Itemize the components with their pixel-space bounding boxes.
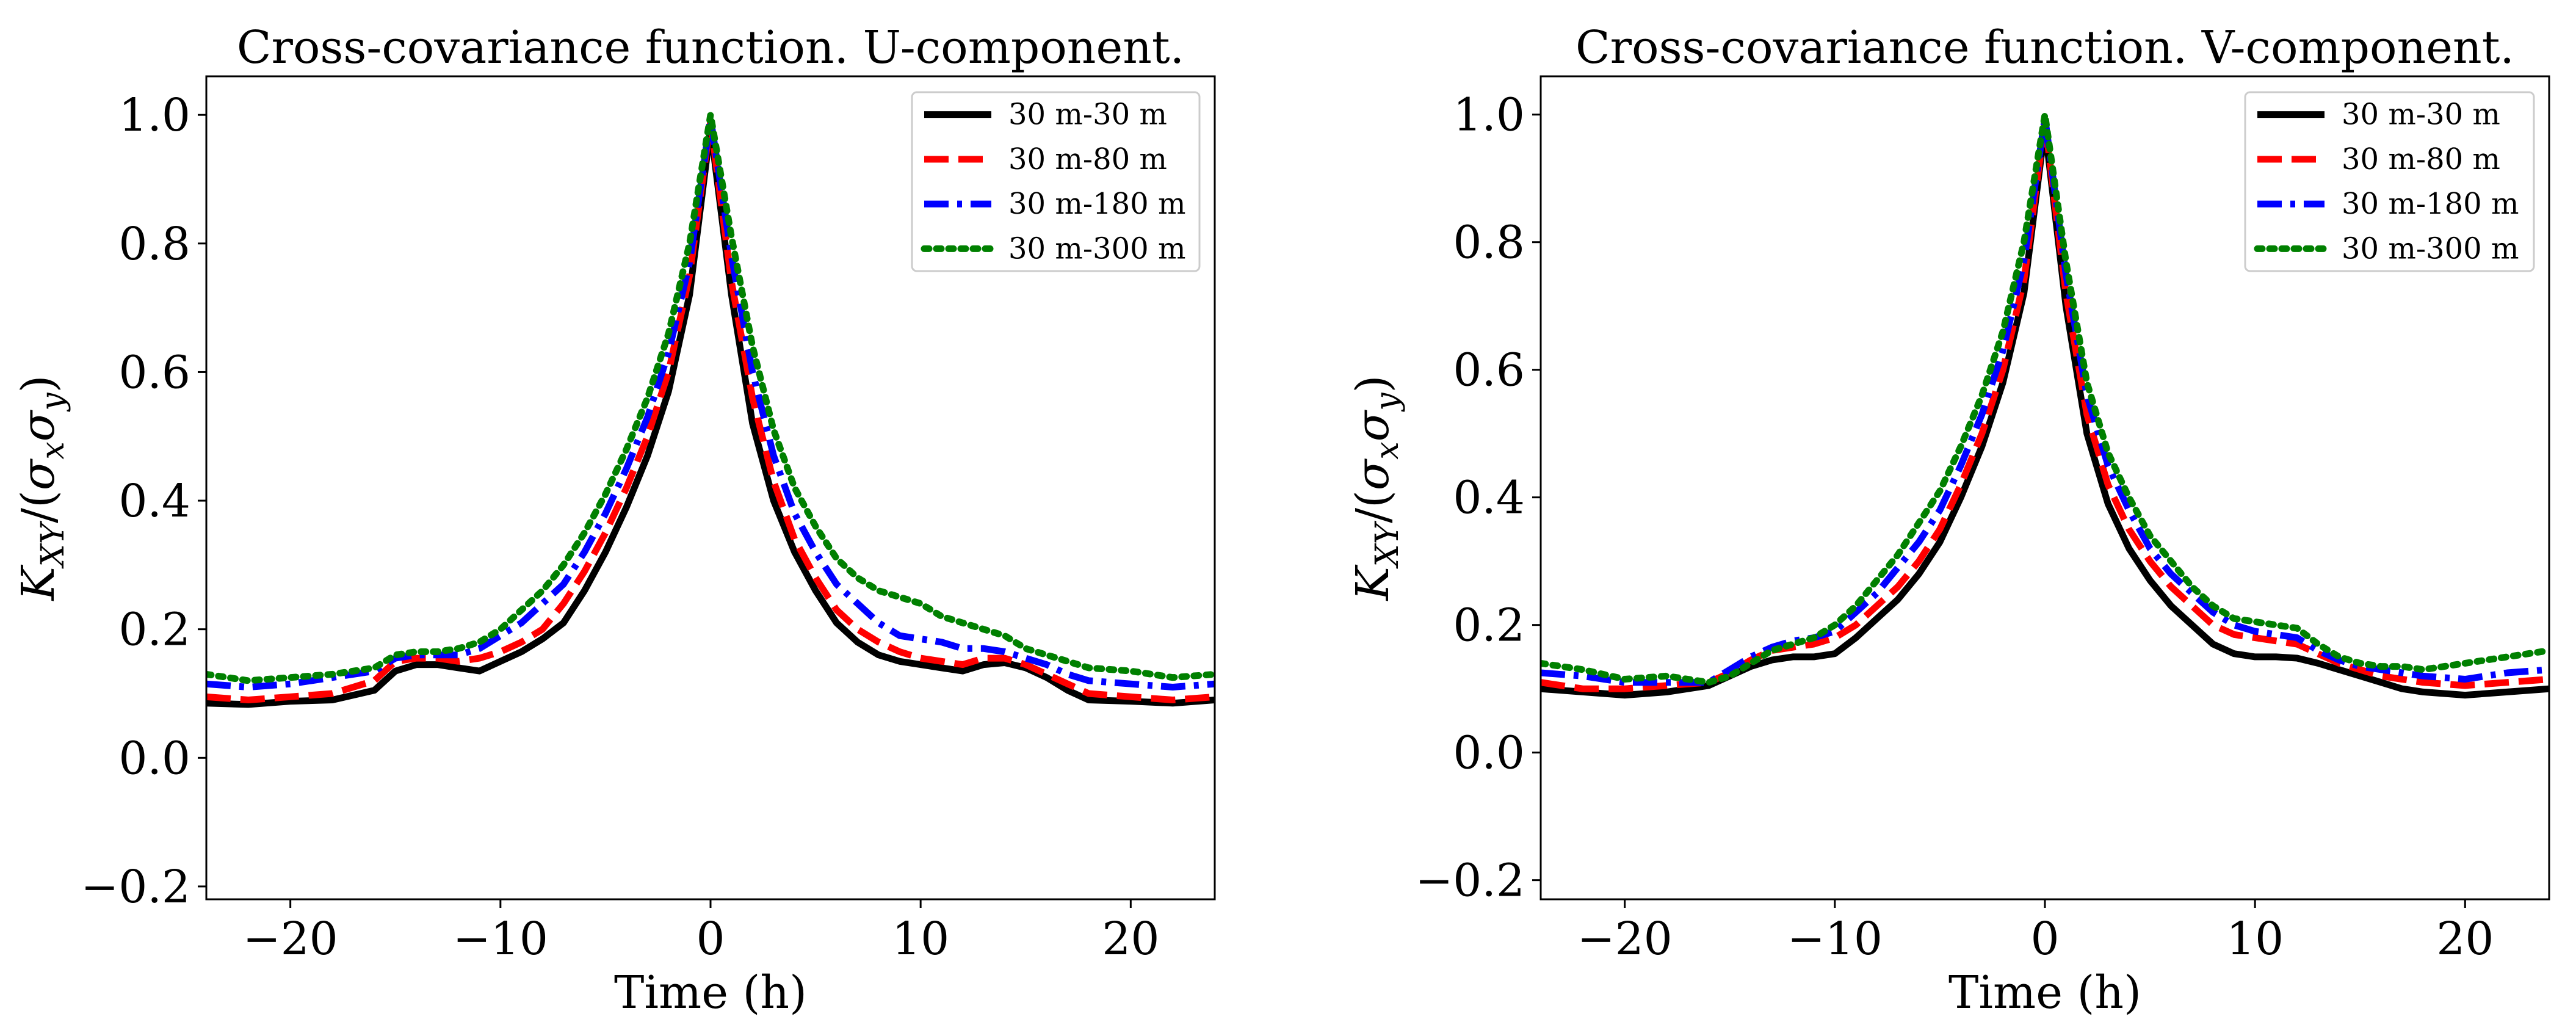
v-panel-y-tick-label: 0.2 (1453, 600, 1525, 652)
v-panel-legend-box (2244, 91, 2535, 272)
u-panel-series-30-m-30-m (206, 124, 1215, 708)
u-panel-legend: 30 m-30 m 30 m-80 m 30 m-180 m 30 m-300 m (911, 91, 1201, 272)
v-panel-title: Cross-covariance function. V-component. (1576, 21, 2514, 74)
v-panel-y-tick-label: −0.2 (1415, 855, 1525, 907)
v-panel-x-tick-label: −10 (1787, 913, 1883, 965)
u-panel-legend-label-30-m-180-m: 30 m-180 m (1008, 187, 1185, 221)
v-panel: Cross-covariance function. V-component. −… (1347, 21, 2550, 1019)
v-panel-x-axis-label: Time (h) (1948, 966, 2141, 1019)
v-panel-y-tick-label: 0.4 (1453, 472, 1525, 524)
u-panel-legend-label-30-m-30-m: 30 m-30 m (1008, 98, 1167, 132)
u-panel-y-tick-label: 0.0 (118, 732, 190, 785)
v-panel-y-axis-label: KXY/(σxσy) (1347, 375, 1406, 601)
u-panel-y-tick-label: 0.4 (118, 475, 190, 527)
u-panel-legend-label-30-m-300-m: 30 m-300 m (1008, 231, 1185, 266)
u-panel-legend-label-30-m-80-m: 30 m-80 m (1008, 142, 1167, 176)
u-panel-y-tick-label: 0.2 (118, 604, 190, 656)
u-panel-x-axis-label: Time (h) (614, 966, 807, 1019)
u-panel-x-tick-label: 20 (1102, 913, 1159, 965)
u-panel-x-tick-label: 0 (696, 913, 725, 965)
v-panel-y-tick-label: 0.8 (1453, 217, 1525, 269)
v-panel-y-tick-label: 0.6 (1453, 344, 1525, 397)
v-panel-x-tick-label: 0 (2030, 913, 2059, 965)
v-panel-x-tick-label: 10 (2226, 913, 2284, 965)
v-panel-y-tick-label: 0.0 (1453, 727, 1525, 780)
v-panel-legend-label-30-m-180-m: 30 m-180 m (2342, 187, 2519, 221)
u-panel-y-tick-label: 0.8 (118, 218, 190, 270)
u-panel-y-tick-label: 0.6 (118, 346, 190, 399)
v-panel-legend-label-30-m-80-m: 30 m-80 m (2342, 142, 2500, 176)
u-panel: Cross-covariance function. U-component. −… (12, 21, 1216, 1019)
u-panel-x-tick-label: 10 (892, 913, 949, 965)
u-panel-title: Cross-covariance function. U-component. (237, 21, 1184, 74)
u-panel-series-30-m-300-m (206, 111, 1215, 684)
v-panel-legend-label-30-m-30-m: 30 m-30 m (2342, 98, 2500, 132)
v-panel-y-tick-label: 1.0 (1453, 89, 1525, 142)
u-panel-x-tick-label: −20 (243, 913, 338, 965)
v-panel-series-30-m-300-m (1541, 111, 2549, 686)
u-panel-y-axis-label: KXY/(σxσy) (12, 375, 71, 601)
v-panel-legend-label-30-m-300-m: 30 m-300 m (2342, 231, 2519, 266)
u-panel-legend-box (911, 91, 1201, 272)
u-panel-y-tick-label: 1.0 (118, 89, 190, 142)
v-panel-legend: 30 m-30 m 30 m-80 m 30 m-180 m 30 m-300 m (2244, 91, 2535, 272)
u-panel-y-tick-label: −0.2 (81, 861, 190, 913)
u-panel-x-tick-label: −10 (453, 913, 548, 965)
v-panel-x-tick-label: −20 (1577, 913, 1673, 965)
v-panel-x-tick-label: 20 (2436, 913, 2494, 965)
